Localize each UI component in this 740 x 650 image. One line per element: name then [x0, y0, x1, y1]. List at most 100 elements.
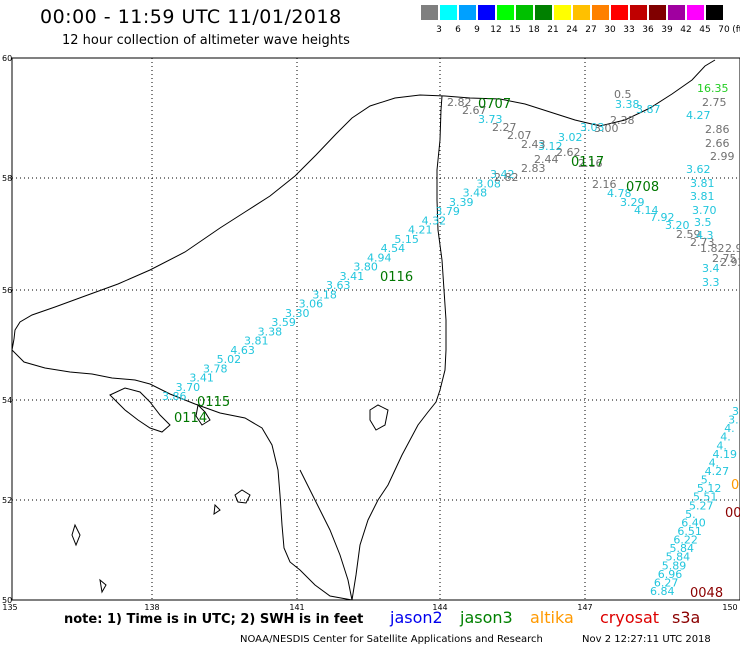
latitude-tick-label: 50: [2, 596, 12, 605]
swh-value: 6.40: [681, 516, 706, 529]
legend-cryosat: cryosat: [600, 608, 660, 627]
latitude-tick-label: 56: [2, 286, 12, 295]
swh-value: 5.84: [670, 542, 695, 555]
swh-value: 2.16: [592, 178, 617, 191]
swh-value: 4.94: [367, 251, 392, 264]
coastline-shelikhov: [11, 338, 353, 601]
grid-lines: [11, 57, 740, 601]
swh-value: 4.: [720, 431, 731, 444]
note-text: note: 1) Time is in UTC; 2) SWH is in fe…: [64, 612, 364, 627]
colorbar-swatch: [611, 5, 628, 20]
swh-value: 2.86: [705, 123, 730, 136]
swh-value: 5.27: [689, 499, 714, 512]
swh-value: 4.: [716, 439, 727, 452]
time-label: 00: [725, 506, 740, 521]
swh-value: 3.38: [258, 325, 283, 338]
swh-value: 4.27: [686, 109, 711, 122]
swh-value: 7.92: [650, 211, 675, 224]
swh-value: 3.73: [478, 113, 503, 126]
colorbar-swatch: [440, 5, 457, 20]
swh-value: 2.99: [710, 150, 735, 163]
swh-value: 2.16: [578, 157, 603, 170]
colorbar-swatch: [592, 5, 609, 20]
map-title: 00:00 - 11:59 UTC 11/01/2018: [40, 6, 342, 28]
colorbar-swatch: [649, 5, 666, 20]
swh-value: 2.62: [556, 146, 581, 159]
latitude-tick-label: 60: [2, 54, 12, 63]
longitude-tick-label: 147: [577, 603, 592, 612]
colorbar-label: 42: [680, 25, 692, 35]
swh-value: 2.66: [705, 137, 730, 150]
longitude-tick-label: 135: [2, 603, 17, 612]
colorbar-swatch: [706, 5, 723, 20]
time-label: 0: [731, 478, 739, 493]
colorbar-swatch: [554, 5, 571, 20]
swh-value: 4.19: [712, 448, 737, 461]
credit-timestamp: Nov 2 12:27:11 UTC 2018: [582, 634, 711, 645]
colorbar-swatch: [535, 5, 552, 20]
swh-value: 4.63: [230, 344, 255, 357]
swh-value: 3.63: [326, 279, 351, 292]
swh-value: 5.02: [217, 353, 242, 366]
latitude-tick-label: 52: [2, 496, 12, 505]
coastline: [11, 59, 716, 601]
swh-value: 6.22: [673, 534, 698, 547]
swh-value: 3.79: [435, 205, 460, 218]
colorbar-swatch: [497, 5, 514, 20]
colorbar-label: 21: [547, 25, 559, 35]
swh-value: 3.70: [692, 204, 717, 217]
map-subtitle: 12 hour collection of altimeter wave hei…: [62, 33, 350, 48]
longitude-tick-label: 138: [144, 603, 159, 612]
swh-value: 2.75: [702, 96, 727, 109]
legend-s3a: s3a: [672, 608, 701, 627]
swh-value: 4.14: [634, 204, 659, 217]
coastline-island-6: [71, 523, 81, 547]
swh-value: 2.67: [462, 104, 487, 117]
swh-value: 5.89: [662, 559, 687, 572]
longitude-tick-label: 150: [722, 603, 737, 612]
colorbar-label: 24: [566, 25, 578, 35]
swh-value: 3.78: [203, 362, 228, 375]
swh-value: 3.02: [558, 131, 583, 144]
swh-value: 3.29: [620, 196, 645, 209]
swh-value: 3.06: [299, 298, 324, 311]
colorbar-swatch: [630, 5, 647, 20]
swh-value: 3.5: [694, 216, 712, 229]
time-label: 0048: [690, 586, 723, 601]
swh-value: 3.: [732, 405, 740, 418]
colorbar-label: 45: [699, 25, 711, 35]
swh-value: 3.3: [702, 276, 720, 289]
swh-value: 5.12: [697, 482, 722, 495]
legend-jason3: jason3: [460, 608, 513, 627]
credit-text: NOAA/NESDIS Center for Satellite Applica…: [240, 634, 543, 645]
swh-value: 5.: [701, 474, 712, 487]
longitude-tick-label: 141: [289, 603, 304, 612]
colorbar-label: 3: [436, 25, 442, 35]
swh-value: 3.70: [176, 381, 201, 394]
time-label: 0708: [626, 180, 659, 195]
swh-value: 3.08: [476, 177, 501, 190]
swh-value: 2.43: [521, 138, 546, 151]
colorbar-label: 36: [642, 25, 654, 35]
coastline-island-2: [369, 404, 389, 431]
swh-value: 3.39: [449, 196, 474, 209]
swh-value: 2.92: [720, 256, 740, 269]
swh-value: 3.20: [665, 219, 690, 232]
colorbar-swatch: [573, 5, 590, 20]
swh-value: 3.81: [690, 177, 715, 190]
swh-value: 3.30: [285, 307, 310, 320]
colorbar-label: 27: [585, 25, 597, 35]
legend-jason2: jason2: [390, 608, 443, 627]
colorbar-label: 15: [509, 25, 521, 35]
colorbar-swatch: [687, 5, 704, 20]
colorbar-label: 6: [455, 25, 461, 35]
swh-value: 2.82: [494, 171, 519, 184]
swh-value: 2.75: [712, 252, 737, 265]
swh-value: 4.27: [705, 465, 730, 478]
swh-value: 3.03: [580, 121, 605, 134]
swh-value: 16.35: [697, 82, 729, 95]
swh-value: 3.41: [340, 270, 365, 283]
swh-value: 6.51: [677, 525, 702, 538]
coastline-island-3: [195, 403, 211, 426]
swh-value: 6.84: [650, 585, 675, 598]
